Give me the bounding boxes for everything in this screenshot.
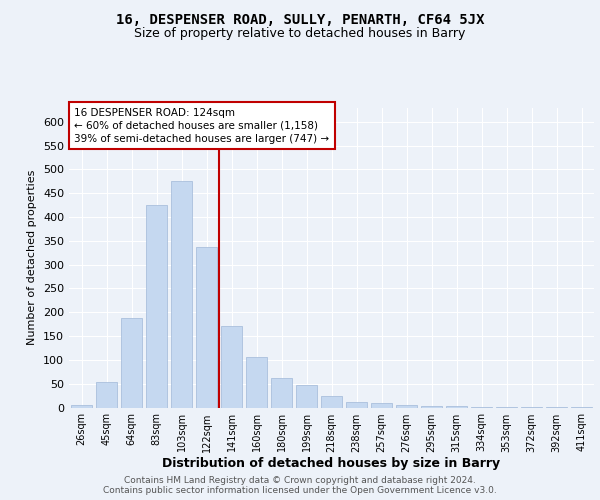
X-axis label: Distribution of detached houses by size in Barry: Distribution of detached houses by size … — [163, 458, 500, 470]
Bar — [121, 318, 142, 408]
Bar — [321, 396, 342, 407]
Bar — [421, 406, 442, 407]
Bar — [221, 326, 242, 407]
Text: 16, DESPENSER ROAD, SULLY, PENARTH, CF64 5JX: 16, DESPENSER ROAD, SULLY, PENARTH, CF64… — [116, 12, 484, 26]
Bar — [496, 406, 517, 408]
Bar — [271, 378, 292, 408]
Text: 16 DESPENSER ROAD: 124sqm
← 60% of detached houses are smaller (1,158)
39% of se: 16 DESPENSER ROAD: 124sqm ← 60% of detac… — [74, 108, 329, 144]
Bar — [246, 356, 267, 408]
Bar — [396, 405, 417, 407]
Bar — [296, 384, 317, 407]
Text: Contains HM Land Registry data © Crown copyright and database right 2024.
Contai: Contains HM Land Registry data © Crown c… — [103, 476, 497, 495]
Bar — [446, 406, 467, 407]
Y-axis label: Number of detached properties: Number of detached properties — [28, 170, 37, 345]
Bar — [371, 403, 392, 407]
Bar — [346, 402, 367, 407]
Bar — [96, 382, 117, 407]
Text: Size of property relative to detached houses in Barry: Size of property relative to detached ho… — [134, 28, 466, 40]
Bar — [171, 182, 192, 408]
Bar — [71, 405, 92, 407]
Bar — [471, 406, 492, 408]
Bar — [196, 246, 217, 408]
Bar — [146, 205, 167, 408]
